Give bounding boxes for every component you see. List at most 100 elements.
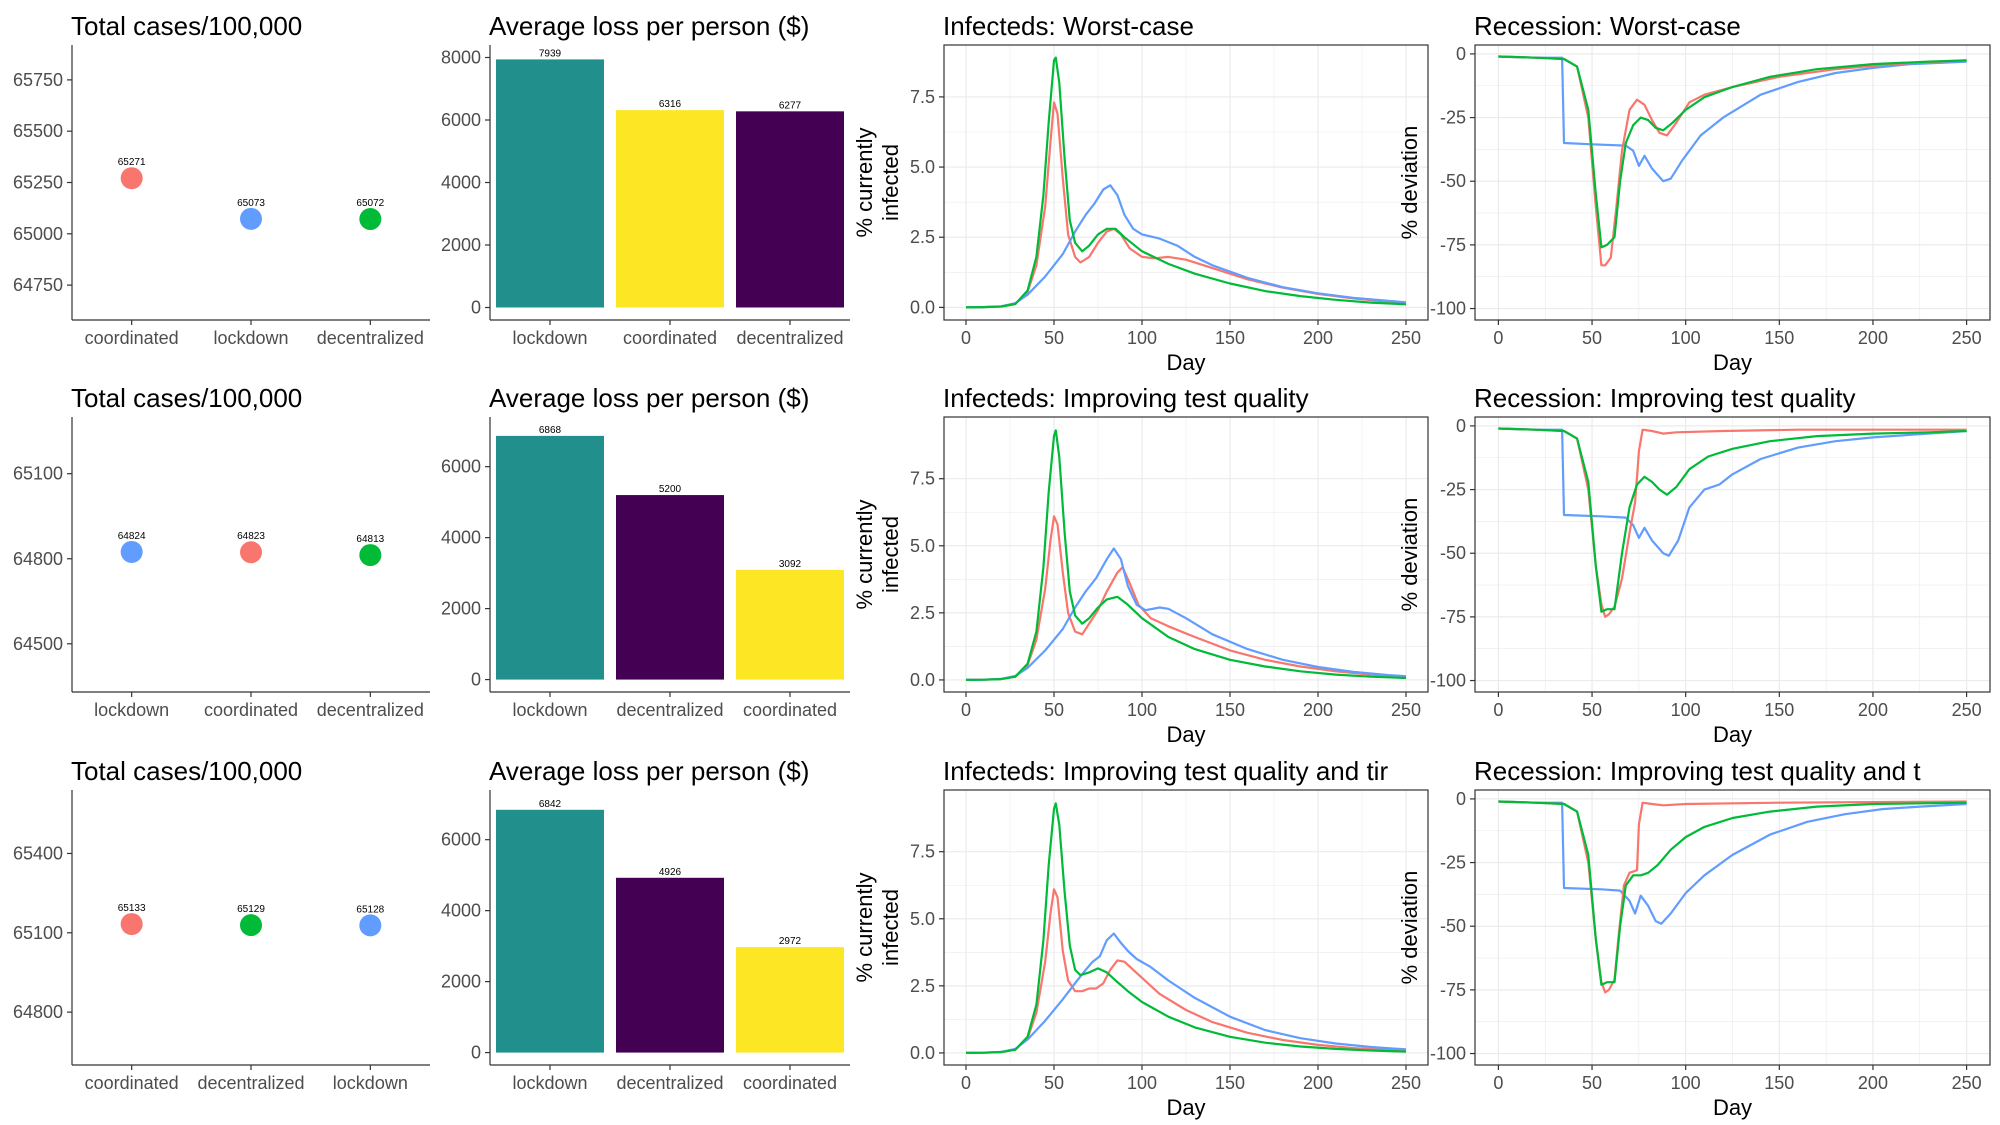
series-line-3	[1498, 800, 1967, 986]
x-tick-label: 150	[1215, 1073, 1245, 1093]
panel-border	[943, 416, 1429, 693]
bar-value-label: 7939	[539, 48, 562, 59]
y-tick-label: -25	[1440, 108, 1466, 128]
y-tick-label: 0	[1456, 44, 1466, 64]
chart-title: Total cases/100,000	[71, 383, 302, 413]
series-line-1	[1498, 800, 1967, 925]
point-1	[120, 167, 143, 190]
chart-title: Infecteds: Worst-case	[943, 11, 1194, 41]
chart-title: Total cases/100,000	[71, 11, 302, 41]
point-value-label: 65072	[356, 198, 384, 209]
x-tick-label: 200	[1303, 700, 1333, 720]
y-tick-label: 2.5	[910, 603, 935, 623]
x-axis-label: Day	[1713, 722, 1752, 747]
x-tick-label: 250	[1391, 328, 1421, 348]
y-tick-label: -100	[1430, 671, 1466, 691]
bar-1	[496, 59, 604, 308]
y-tick-label: 64800	[13, 549, 63, 569]
bar-3	[736, 569, 844, 680]
chart-panel-8: Recession: Improving test quality 0 50 100 1…	[1397, 383, 1991, 747]
point-3	[359, 208, 382, 231]
x-tick-label: decentralized	[317, 700, 424, 720]
x-tick-label: 200	[1858, 328, 1888, 348]
x-tick-label: decentralized	[616, 700, 723, 720]
point-2	[240, 541, 262, 564]
series-line-2	[965, 547, 1407, 681]
x-tick-label: decentralized	[736, 328, 843, 348]
y-tick-label: 65500	[13, 121, 63, 141]
chart-title: Recession: Improving test quality	[1474, 383, 1856, 413]
y-tick-label: 2000	[441, 972, 481, 992]
point-value-label: 64813	[356, 534, 384, 545]
x-tick-label: 100	[1127, 328, 1157, 348]
x-tick-label: 100	[1127, 1073, 1157, 1093]
x-tick-label: lockdown	[333, 1073, 408, 1093]
y-tick-label: 6000	[441, 457, 481, 477]
y-tick-label: -50	[1440, 543, 1466, 563]
bar-2	[616, 877, 724, 1053]
y-tick-label: 0.0	[910, 670, 935, 690]
x-tick-label: 250	[1952, 700, 1982, 720]
chart-panel-5: Total cases/100,000 64500 64800 65100 lockdo…	[13, 383, 430, 720]
point-value-label: 65128	[356, 904, 384, 915]
point-2	[240, 207, 262, 230]
panel-border	[943, 44, 1429, 321]
bar-value-label: 3092	[779, 559, 802, 570]
x-axis-label: Day	[1713, 350, 1752, 375]
y-tick-label: -100	[1430, 299, 1466, 319]
point-3	[359, 544, 382, 567]
series-line-1	[1498, 55, 1967, 183]
x-tick-label: 0	[1493, 700, 1503, 720]
y-tick-label: 7.5	[910, 469, 935, 489]
bar-1	[496, 809, 604, 1053]
x-tick-label: 100	[1671, 700, 1701, 720]
x-tick-label: coordinated	[743, 700, 837, 720]
y-tick-label: 6000	[441, 110, 481, 130]
x-tick-label: decentralized	[616, 1073, 723, 1093]
point-value-label: 65271	[118, 157, 146, 168]
panel-border	[1474, 416, 1991, 693]
grid	[1475, 45, 1990, 320]
x-tick-label: 50	[1582, 700, 1602, 720]
chart-title: Infecteds: Improving test quality and ti…	[943, 756, 1388, 786]
panel-border	[943, 789, 1429, 1066]
y-tick-label: 0	[471, 670, 481, 690]
bar-value-label: 5200	[659, 484, 682, 495]
point-value-label: 64824	[118, 531, 146, 542]
y-tick-label: 2.5	[910, 976, 935, 996]
series-line-2	[965, 184, 1407, 309]
series-line-3	[1498, 55, 1967, 249]
chart-title: Average loss per person ($)	[489, 383, 809, 413]
x-tick-label: 0	[961, 700, 971, 720]
y-tick-label: 64750	[13, 275, 63, 295]
x-tick-label: lockdown	[512, 328, 587, 348]
chart-panel-10: Average loss per person ($) 0 2000 4000 6000…	[441, 756, 850, 1093]
y-axis-label: infected	[878, 889, 903, 966]
y-tick-label: 8000	[441, 48, 481, 68]
chart-panel-4: Recession: Worst-case 0 50 100 150 200 250 0 -25…	[1397, 11, 1991, 375]
y-tick-label: 0	[1456, 789, 1466, 809]
x-tick-label: 50	[1582, 1073, 1602, 1093]
panel-border	[1474, 44, 1991, 321]
y-tick-label: 65100	[13, 464, 63, 484]
bar-value-label: 4926	[659, 867, 682, 878]
x-tick-label: lockdown	[512, 700, 587, 720]
x-tick-label: 250	[1952, 328, 1982, 348]
grid	[944, 45, 1428, 320]
bar-value-label: 6842	[539, 799, 562, 810]
point-2	[240, 914, 262, 937]
chart-title: Average loss per person ($)	[489, 756, 809, 786]
y-tick-label: -25	[1440, 853, 1466, 873]
y-axis-label: infected	[878, 516, 903, 593]
x-tick-label: lockdown	[512, 1073, 587, 1093]
y-tick-label: 2000	[441, 599, 481, 619]
point-1	[120, 913, 143, 936]
x-tick-label: 250	[1391, 1073, 1421, 1093]
point-value-label: 65073	[237, 198, 265, 209]
bar-value-label: 6277	[779, 100, 802, 111]
x-tick-label: 50	[1044, 700, 1064, 720]
series-line-3	[965, 802, 1407, 1054]
x-tick-label: 250	[1952, 1073, 1982, 1093]
bar-value-label: 6868	[539, 425, 562, 436]
